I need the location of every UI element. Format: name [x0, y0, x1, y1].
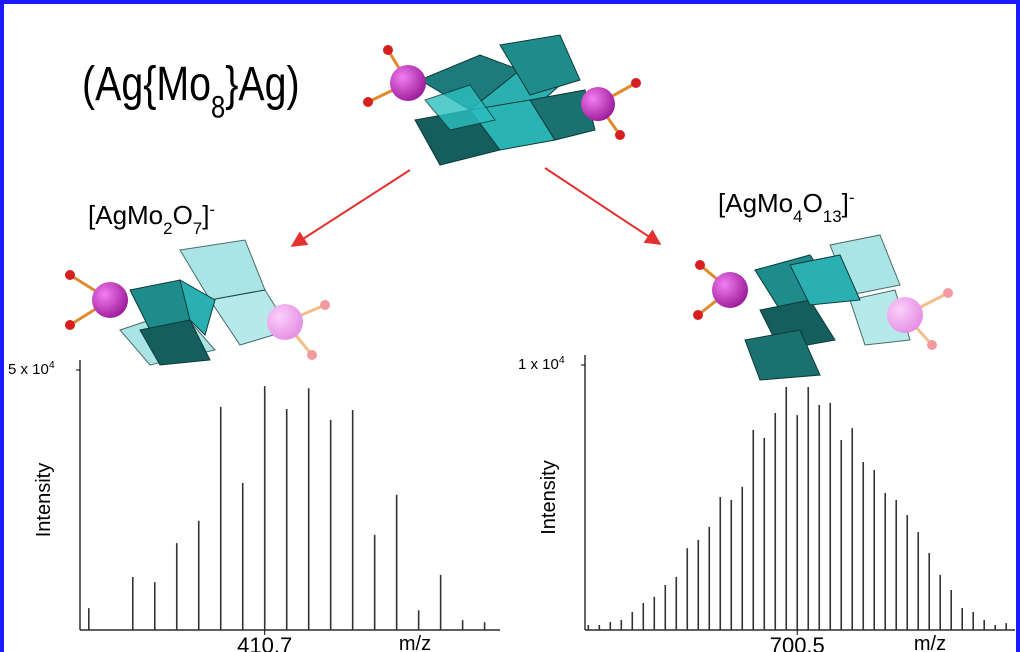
- y-axis-label: Intensity: [33, 463, 55, 537]
- text-part: 7: [193, 219, 202, 238]
- fragment-label: [AgMo2O7]-: [88, 200, 215, 238]
- fragment-label: [AgMo4O13]-: [718, 188, 854, 226]
- title: (Ag{Mo8}Ag): [82, 57, 300, 125]
- text-part: (Ag{Mo: [82, 57, 211, 111]
- text-part: 4: [559, 354, 565, 366]
- text-part: 4: [49, 359, 55, 371]
- molecule: [65, 239, 330, 366]
- y-tick-label: 1 x 104: [518, 354, 565, 373]
- text-part: 2: [163, 219, 172, 238]
- x-axis-label: m/z: [399, 633, 431, 652]
- text-part: 1 x 10: [518, 356, 559, 373]
- molecule: [693, 234, 953, 381]
- text-part: [AgMo: [88, 200, 163, 230]
- y-tick-label: 5 x 104: [8, 359, 55, 378]
- text-part: -: [849, 188, 855, 207]
- text-part: }Ag): [225, 57, 299, 111]
- x-tick-label: 700.5: [770, 633, 825, 652]
- text-part: O: [173, 200, 193, 230]
- text-part: 4: [793, 207, 802, 226]
- arrow: [290, 169, 411, 247]
- molecule: [363, 34, 641, 166]
- x-tick-label: 410.7: [237, 633, 292, 652]
- text-part: ]: [202, 200, 209, 230]
- y-axis-label: Intensity: [538, 460, 560, 534]
- text-part: -: [209, 200, 215, 219]
- text-part: 5 x 10: [8, 361, 49, 378]
- arrow: [544, 167, 662, 245]
- text-part: 13: [823, 207, 842, 226]
- text-part: 8: [211, 90, 225, 125]
- text-part: [AgMo: [718, 188, 793, 218]
- x-axis-label: m/z: [914, 633, 946, 652]
- text-part: ]: [842, 188, 849, 218]
- text-part: O: [803, 188, 823, 218]
